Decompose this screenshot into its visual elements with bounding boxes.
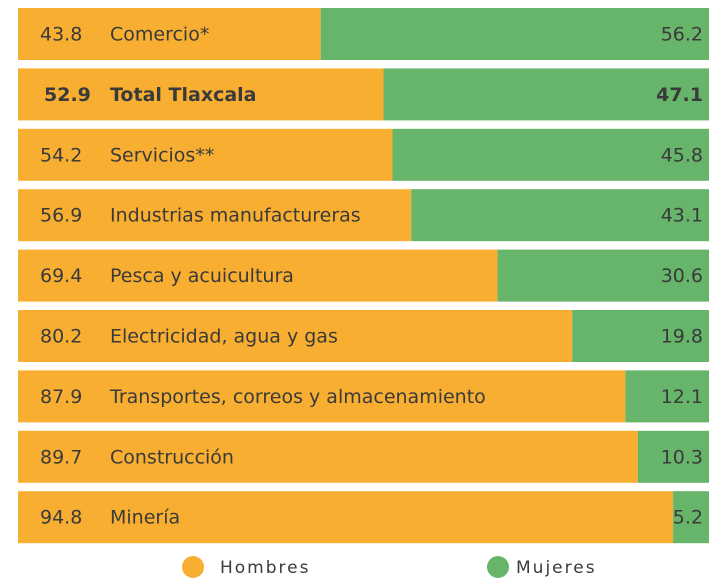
bar-segment <box>18 370 626 423</box>
value-label: 52.9 <box>44 84 91 106</box>
bar-segment <box>320 8 709 60</box>
category-label: Construcción <box>110 446 234 468</box>
value-label: 30.6 <box>661 265 703 287</box>
value-label: 54.2 <box>40 144 82 166</box>
bar-segment <box>497 249 709 302</box>
bar-segment <box>572 310 709 362</box>
value-label: 56.2 <box>661 24 703 46</box>
category-label: Servicios** <box>110 144 214 166</box>
legend-label: Mujeres <box>516 558 597 578</box>
value-label: 94.8 <box>40 507 82 529</box>
category-label: Minería <box>110 507 180 529</box>
category-label: Comercio* <box>110 24 209 46</box>
value-label: 10.3 <box>661 446 703 468</box>
bar-segment <box>392 128 709 181</box>
value-label: 87.9 <box>40 386 82 408</box>
value-label: 69.4 <box>40 265 82 287</box>
value-label: 43.1 <box>661 205 703 227</box>
bar-segment <box>18 68 384 121</box>
value-label: 12.1 <box>661 386 703 408</box>
category-label: Pesca y acuicultura <box>110 265 294 287</box>
value-label: 45.8 <box>661 144 703 166</box>
value-label: 80.2 <box>40 326 82 348</box>
bar-segment <box>18 128 393 181</box>
bar-segment <box>18 8 321 60</box>
value-label: 19.8 <box>661 326 703 348</box>
legend-label: Hombres <box>220 558 310 578</box>
legend-marker <box>182 556 204 578</box>
bar-segment <box>383 68 709 121</box>
bar-segment <box>18 249 498 302</box>
bar-segment <box>673 491 709 544</box>
value-label: 47.1 <box>656 84 703 106</box>
value-label: 89.7 <box>40 446 82 468</box>
bar-segment <box>625 370 709 423</box>
category-label: Electricidad, agua y gas <box>110 326 338 348</box>
legend-marker <box>487 556 509 578</box>
value-label: 43.8 <box>40 24 82 46</box>
category-label: Total Tlaxcala <box>110 84 257 106</box>
value-label: 5.2 <box>673 507 703 529</box>
bar-segment <box>18 310 573 362</box>
category-label: Industrias manufactureras <box>110 205 361 227</box>
bar-segment <box>637 430 709 483</box>
bar-segment <box>18 189 412 242</box>
category-label: Transportes, correos y almacenamiento <box>109 386 486 408</box>
bar-segment <box>411 189 709 242</box>
bar-segment <box>18 491 674 544</box>
bar-segment <box>18 430 638 483</box>
value-label: 56.9 <box>40 205 82 227</box>
